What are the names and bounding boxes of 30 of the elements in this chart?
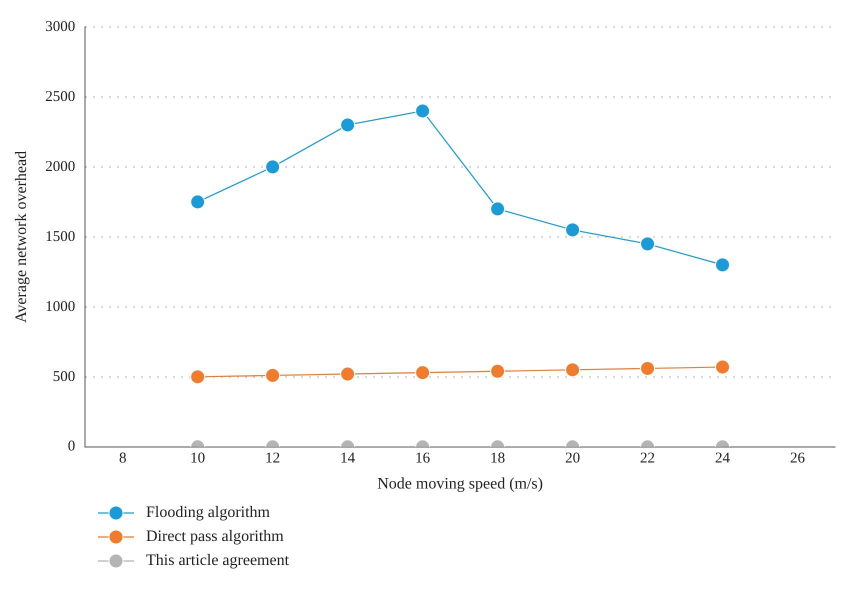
point <box>640 236 656 252</box>
x-tick-label: 22 <box>640 450 656 467</box>
point <box>715 257 730 272</box>
x-tick-label: 14 <box>340 450 356 467</box>
y-tick-label: 1000 <box>45 298 76 315</box>
x-tick-label: 8 <box>118 450 126 467</box>
x-axis-title: Node moving speed (m/s) <box>377 476 543 493</box>
y-tick-label: 2000 <box>45 158 76 175</box>
y-tick-label: 500 <box>52 368 76 385</box>
point <box>265 159 280 174</box>
x-tick-label: 24 <box>715 450 731 467</box>
x-tick-label: 10 <box>190 450 206 467</box>
y-tick-label: 3000 <box>45 18 76 35</box>
x-tick-label: 20 <box>565 450 580 467</box>
point <box>340 117 356 132</box>
legend-label: This article agreement <box>146 552 290 570</box>
x-tick-label: 18 <box>490 450 506 467</box>
y-axis-title: Average network overhead <box>12 150 30 323</box>
point <box>190 194 206 210</box>
x-tick-label: 26 <box>790 450 806 467</box>
point <box>565 222 580 238</box>
x-tick-label: 16 <box>415 450 431 467</box>
legend-label: Flooding algorithm <box>146 504 270 522</box>
x-tick-label: 12 <box>265 450 280 467</box>
legend-label: Direct pass algorithm <box>146 528 284 546</box>
point <box>415 103 430 118</box>
y-tick-label: 1500 <box>45 228 76 245</box>
point <box>490 201 506 216</box>
y-tick-label: 0 <box>68 438 76 455</box>
y-tick-label: 2500 <box>45 88 76 105</box>
